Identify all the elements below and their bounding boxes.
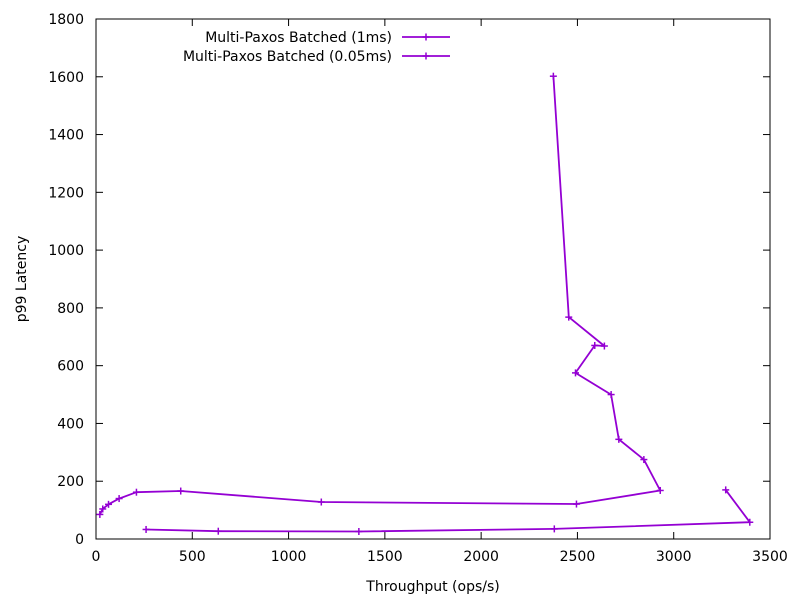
y-tick-label: 1000 <box>48 243 84 259</box>
series-0 <box>96 72 664 518</box>
y-tick-label: 1200 <box>48 185 84 201</box>
data-point <box>607 391 615 399</box>
data-point <box>591 341 599 349</box>
x-tick-label: 1500 <box>367 549 403 565</box>
data-point <box>600 342 608 350</box>
data-point <box>115 495 123 503</box>
data-point <box>177 487 185 495</box>
x-tick-label: 0 <box>92 549 101 565</box>
x-tick-label: 2000 <box>463 549 499 565</box>
data-point <box>572 500 580 508</box>
y-tick-label: 1600 <box>48 70 84 86</box>
data-point <box>105 500 113 508</box>
data-point <box>549 72 557 80</box>
series-layer <box>96 72 754 535</box>
y-tick-label: 1400 <box>48 128 84 144</box>
data-point <box>355 527 363 535</box>
data-point <box>656 486 664 494</box>
data-point <box>422 33 430 41</box>
plot-frame <box>95 18 771 540</box>
legend-label: Multi-Paxos Batched (0.05ms) <box>183 49 392 65</box>
y-axis-title: p99 Latency <box>14 236 30 323</box>
data-point <box>142 525 150 533</box>
legend-entry: Multi-Paxos Batched (0.05ms) <box>183 49 450 65</box>
data-point <box>565 313 573 321</box>
y-tick-label: 400 <box>57 416 84 432</box>
data-point <box>214 527 222 535</box>
y-tick-label: 200 <box>57 474 84 490</box>
y-tick-label: 1800 <box>48 12 84 28</box>
x-axis-title: Throughput (ops/s) <box>365 579 499 595</box>
legend-label: Multi-Paxos Batched (1ms) <box>205 30 392 46</box>
x-tick-label: 1000 <box>271 549 307 565</box>
x-tick-label: 3000 <box>656 549 692 565</box>
x-tick-label: 3500 <box>752 549 788 565</box>
y-tick-label: 0 <box>75 532 84 548</box>
data-point <box>640 456 648 464</box>
data-point <box>132 488 140 496</box>
data-point <box>615 435 623 443</box>
x-tick-label: 2500 <box>560 549 596 565</box>
x-tick-label: 500 <box>179 549 206 565</box>
y-tick-label: 600 <box>57 359 84 375</box>
legend: Multi-Paxos Batched (1ms) Multi-Paxos Bat… <box>183 30 450 65</box>
series-1 <box>142 486 754 535</box>
legend-entry: Multi-Paxos Batched (1ms) <box>205 30 450 46</box>
axis-ticks: 0 500 1000 1500 2000 2500 3000 3500 0 200 400 600 80… <box>48 12 787 565</box>
data-point <box>722 486 730 494</box>
data-point <box>96 510 104 518</box>
data-point <box>317 498 325 506</box>
y-tick-label: 800 <box>57 301 84 317</box>
data-point <box>422 52 430 60</box>
data-point <box>746 518 754 526</box>
data-point <box>99 505 107 513</box>
series-line <box>146 489 751 533</box>
data-point <box>572 369 580 377</box>
series-line <box>99 76 662 515</box>
data-point <box>550 525 558 533</box>
